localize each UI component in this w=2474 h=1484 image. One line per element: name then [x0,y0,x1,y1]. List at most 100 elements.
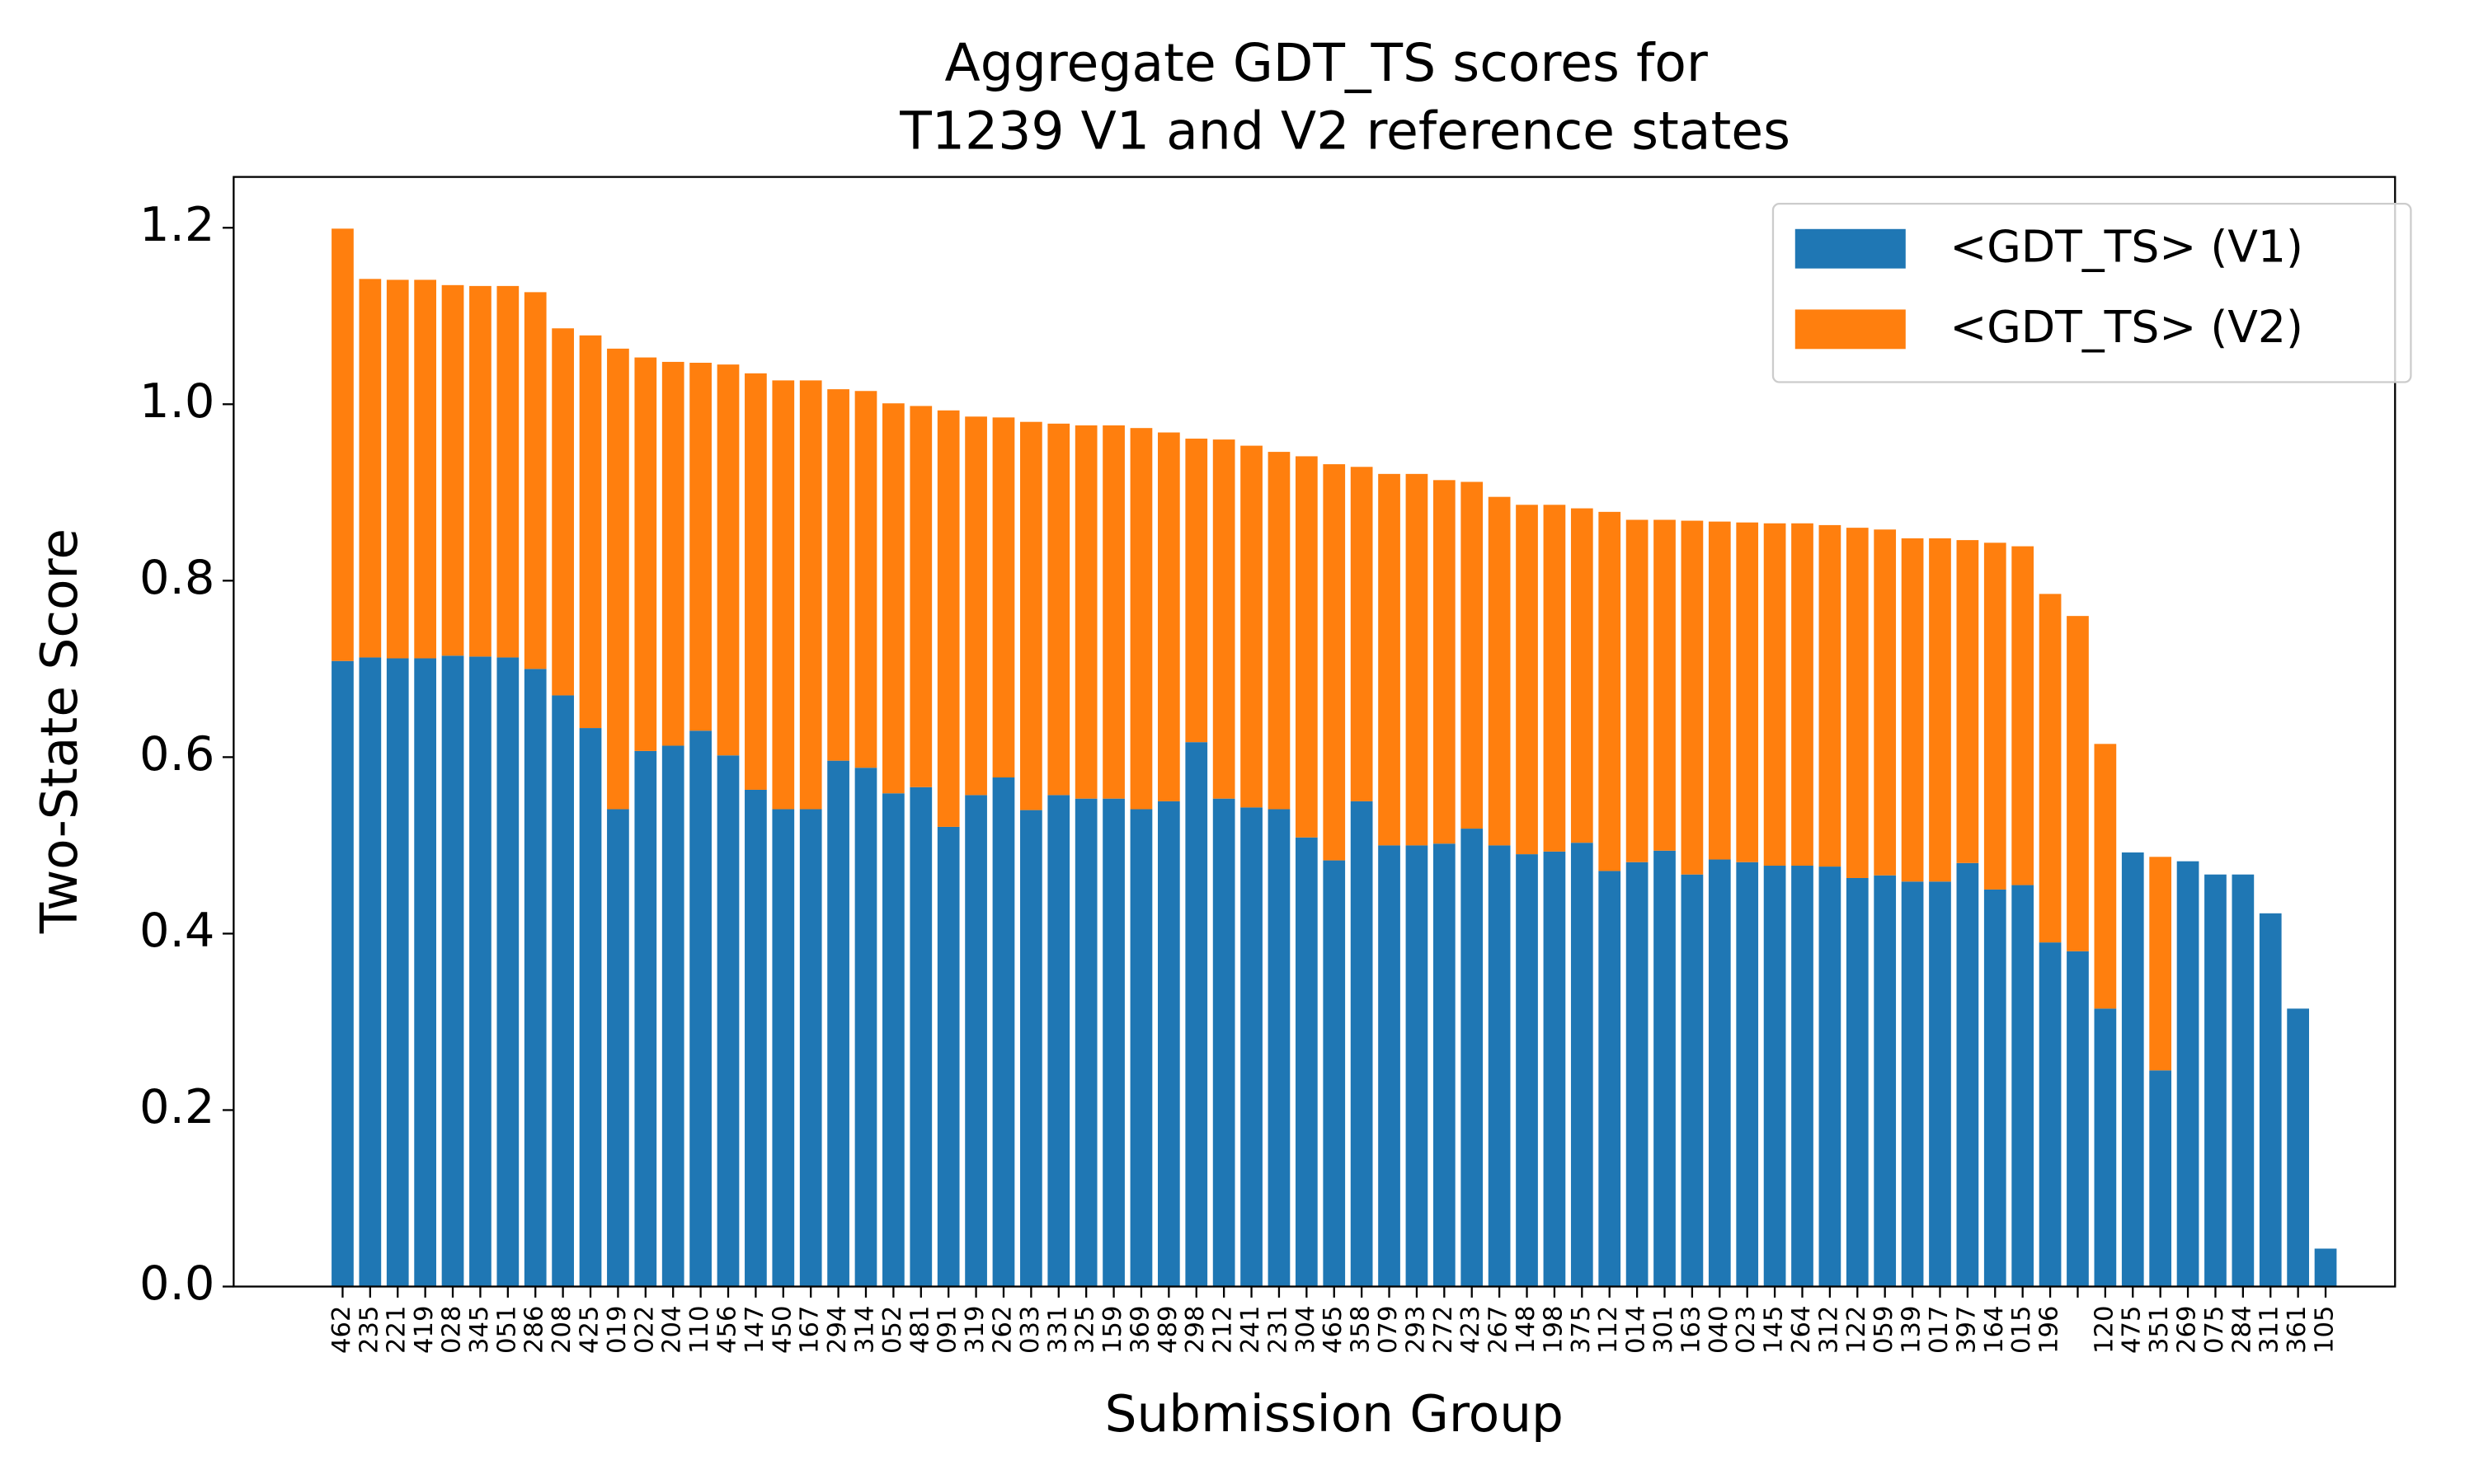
x-tick-label: 198 [1539,1305,1568,1353]
x-tick-label: 331 [1043,1305,1072,1353]
x-tick-label: 112 [1594,1305,1623,1353]
bar-segment [827,389,849,761]
bar-segment [2176,861,2199,1287]
bar-segment [359,657,382,1287]
y-tick-label: 0.4 [139,903,214,958]
bar-segment [1157,801,1180,1287]
x-tick-label: 465 [1319,1305,1348,1353]
bar-segment [689,730,712,1287]
bar-segment [1295,456,1318,838]
bar-segment [2149,857,2172,1071]
bar-segment [1185,439,1208,743]
x-axis-label: Submission Group [1105,1385,1564,1444]
x-tick-label: 456 [713,1305,742,1353]
x-tick-label: 208 [548,1305,576,1353]
x-tick-label: 293 [1401,1305,1430,1353]
bar-segment [414,279,436,659]
x-tick-label: 262 [988,1305,1017,1353]
bar-segment [1240,807,1263,1287]
x-tick-label: 241 [1236,1305,1265,1353]
bar-segment [1047,795,1070,1287]
bar-segment [1268,452,1291,810]
bar-segment [1268,809,1291,1287]
bar-segment [2094,744,2117,1009]
bar-segment [1130,428,1153,810]
bar-segment [882,793,905,1287]
bar-segment [1653,519,1676,851]
x-tick-label: 462 [327,1305,356,1353]
x-tick-label: 284 [2227,1305,2256,1353]
bar-segment [2287,1008,2309,1287]
x-tick-label: 311 [2255,1305,2284,1353]
bar-segment [965,416,987,796]
bar-segment [1625,862,1649,1287]
bar-segment [1516,505,1538,855]
x-tick-label: 164 [1980,1305,2009,1353]
bar-segment [2259,913,2282,1287]
x-tick-label: 481 [905,1305,934,1353]
bar-segment [2232,874,2255,1287]
x-tick-label: 079 [1374,1305,1403,1353]
bar-segment [1818,866,1841,1287]
bar-segment [1047,423,1070,796]
y-tick-label: 0.6 [139,726,214,782]
bar-segment [1323,860,1346,1287]
bar-segment [661,361,684,746]
bar-segment [1157,432,1180,801]
bar-segment [524,292,547,669]
bar-segment [634,750,657,1287]
bar-segment [772,809,795,1287]
y-tick-label: 1.2 [139,197,214,252]
x-tick-label: 369 [1126,1305,1155,1353]
x-tick-label: 204 [658,1305,687,1353]
bar-segment [717,364,740,756]
x-tick-label: 145 [1760,1305,1789,1353]
x-tick-label: 015 [2007,1305,2036,1353]
x-tick-label: 301 [1649,1305,1678,1353]
bar-segment [1020,810,1042,1287]
bar-segment [965,795,987,1287]
bar-segment [1488,496,1511,846]
bar-segment [359,279,382,658]
x-tick-label: 319 [961,1305,990,1353]
x-tick-label: 023 [1732,1305,1761,1353]
x-tick-label: 361 [2283,1305,2312,1353]
bar-segment [2204,874,2227,1287]
x-tick-label: 221 [383,1305,412,1353]
x-tick-label: 014 [1622,1305,1651,1353]
bar-segment [1846,877,1869,1287]
x-tick-label: 212 [1209,1305,1238,1353]
bar-segment [1130,809,1153,1287]
bar-segment [441,655,464,1287]
x-tick-label: 163 [1677,1305,1705,1353]
bar-segment [1405,473,1428,846]
chart-title: Aggregate GDT_TS scores for [945,32,1708,93]
bar-segment [1791,523,1813,866]
x-tick-label: 425 [576,1305,604,1353]
bar-segment [661,745,684,1287]
x-tick-label: 267 [1484,1305,1513,1353]
bar-segment [1570,508,1593,843]
x-tick-label: 264 [1787,1305,1816,1353]
x-tick-label: 040 [1705,1305,1733,1353]
bar-segment [1681,874,1704,1287]
bar-segment [1212,798,1235,1287]
bar-segment [2039,942,2062,1287]
y-tick-label: 1.0 [139,373,214,429]
bar-segment [1323,464,1346,861]
bar-segment [992,417,1015,777]
x-tick-label: 110 [685,1305,714,1353]
bar-segment [1763,866,1786,1287]
bar-segment [1488,845,1511,1287]
bar-segment [827,760,849,1287]
bar-segment [1791,866,1813,1287]
bar-segment [2067,951,2089,1287]
bar-segment [1874,529,1897,876]
bar-segment [2149,1070,2172,1287]
x-tick-label: 120 [2090,1305,2119,1353]
x-tick-label: 304 [1291,1305,1320,1353]
x-tick-label: 375 [1567,1305,1596,1353]
bar-segment [717,755,740,1287]
x-tick-label: 075 [2200,1305,2229,1353]
x-tick-label: 052 [878,1305,907,1353]
